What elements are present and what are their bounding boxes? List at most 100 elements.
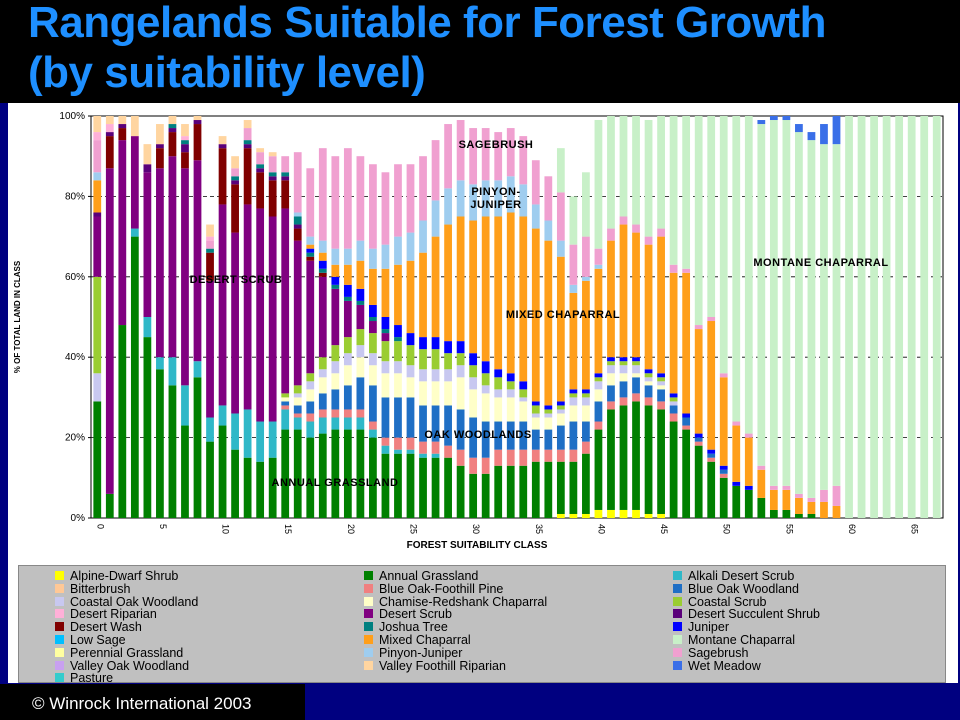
bar-segment [206,224,214,237]
bar-segment [782,485,791,490]
bar-segment [582,441,590,454]
bar-segment [769,116,778,121]
bar-segment [644,377,653,382]
bar-segment [406,377,415,398]
bar-segment [419,156,427,221]
bar-segment [369,268,377,305]
bar-segment [318,409,327,418]
bar-segment [732,485,741,518]
bar-segment [807,501,816,514]
bar-segment [719,465,728,470]
bar-segment [632,116,640,225]
bar-segment [93,373,102,402]
bar-segment [607,401,615,410]
bar-segment [494,389,503,398]
bar-segment [181,124,189,137]
bar-segment [394,341,402,362]
bar-segment [795,132,803,494]
bar-segment [268,176,277,181]
bar-segment [481,373,490,386]
bar-segment [143,144,152,165]
bar-segment [732,481,741,486]
bar-segment [582,397,590,406]
legend-swatch [55,571,64,580]
bar-segment [732,421,741,426]
bar-segment [807,513,816,518]
bar-segment [293,224,302,229]
bar-segment [206,236,214,241]
bar-segment [594,421,603,430]
x-tick-label: 35 [534,524,544,534]
bar-segment [369,421,377,430]
bar-segment [356,260,365,289]
bar-segment [544,220,553,241]
bar-segment [632,373,640,378]
bar-segment [168,124,177,129]
bar-segment [93,212,102,217]
bar-segment [281,393,290,398]
bar-segment [431,236,440,338]
bar-segment [744,489,753,518]
legend-swatch [364,596,373,606]
bar-segment [381,329,390,334]
bar-segment [406,397,415,438]
bar-segment [719,477,728,518]
bar-segment [206,248,214,253]
legend-label: Coastal Oak Woodland [70,594,199,609]
bar-segment [431,349,440,370]
legend-label: Mixed Chaparral [379,633,471,647]
legend-swatch [55,673,64,683]
legend-swatch [55,635,64,644]
bar-segment [369,164,377,249]
bar-segment [218,148,227,205]
bar-segment [531,417,540,430]
bar-segment [431,453,440,458]
bar-segment [757,124,766,466]
bar-segment [331,276,340,285]
bar-segment [456,365,465,378]
bar-segment [105,493,114,518]
bar-segment [381,373,390,398]
bar-segment [293,429,302,518]
bar-segment [657,409,665,514]
bar-segment [657,228,665,237]
bar-segment [556,256,565,402]
bar-segment [130,228,139,237]
bar-segment [181,140,189,145]
bar-segment [193,160,202,362]
bar-segment [281,208,290,394]
bar-segment [481,180,490,217]
bar-segment [256,421,265,462]
bar-segment [93,116,102,133]
bar-segment [719,373,728,378]
bar-segment [93,132,102,141]
bar-segment [406,345,415,366]
bar-segment [669,413,678,422]
bar-segment [231,413,239,450]
legend-label: Desert Scrub [379,607,452,622]
bar-segment [381,268,390,317]
bar-segment [469,220,478,354]
bar-segment [544,176,553,221]
bar-segment [369,365,377,386]
bar-segment [807,140,816,498]
bar-segment [707,449,716,454]
region-label: ANNUAL GRASSLAND [272,477,399,489]
bar-segment [381,453,390,518]
bar-segment [306,437,315,518]
bar-segment [531,160,540,205]
bar-segment [306,168,315,237]
bar-segment [381,341,390,362]
bar-segment [694,437,703,442]
bar-segment [281,429,290,518]
bar-segment [369,437,377,518]
bar-segment [669,272,678,394]
bar-segment [444,445,452,458]
bar-segment [594,381,603,390]
bar-segment [594,248,603,265]
bar-segment [870,116,878,518]
bar-segment [419,381,427,406]
bar-segment [619,116,628,217]
region-label: MONTANE CHAPARRAL [753,257,888,269]
bar-segment [331,429,340,518]
